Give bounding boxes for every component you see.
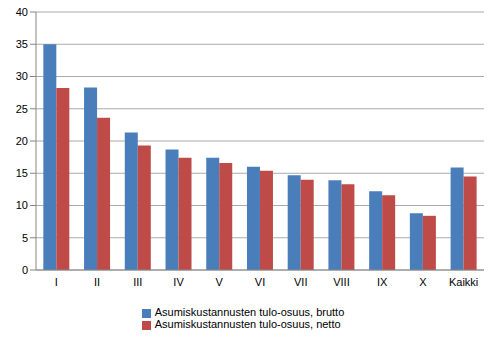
html-text:Asumiskustannusten tulo-osuus,: Asumiskustannusten tulo-osuus, netto — [154, 318, 341, 330]
svg-text:V: V — [216, 276, 224, 288]
svg-text:I: I — [55, 276, 58, 288]
svg-text:II: II — [94, 276, 100, 288]
svg-text:10: 10 — [16, 199, 28, 211]
svg-text:35: 35 — [16, 38, 28, 50]
svg-text:Kaikki: Kaikki — [449, 276, 478, 288]
svg-text:IX: IX — [377, 276, 388, 288]
svg-text:25: 25 — [16, 103, 28, 115]
svg-text:40: 40 — [16, 6, 28, 18]
svg-text:VIII: VIII — [333, 276, 350, 288]
svg-text:5: 5 — [22, 232, 28, 244]
svg-text:VII: VII — [294, 276, 307, 288]
svg-text:IV: IV — [173, 276, 184, 288]
svg-text:15: 15 — [16, 167, 28, 179]
svg-text:0: 0 — [22, 264, 28, 276]
svg-text:20: 20 — [16, 135, 28, 147]
svg-text:X: X — [419, 276, 427, 288]
svg-text:III: III — [133, 276, 142, 288]
svg-text:30: 30 — [16, 70, 28, 82]
html-text:Asumiskustannusten tulo-osuus,: Asumiskustannusten tulo-osuus, brutto — [154, 306, 345, 318]
svg-text:VI: VI — [255, 276, 265, 288]
